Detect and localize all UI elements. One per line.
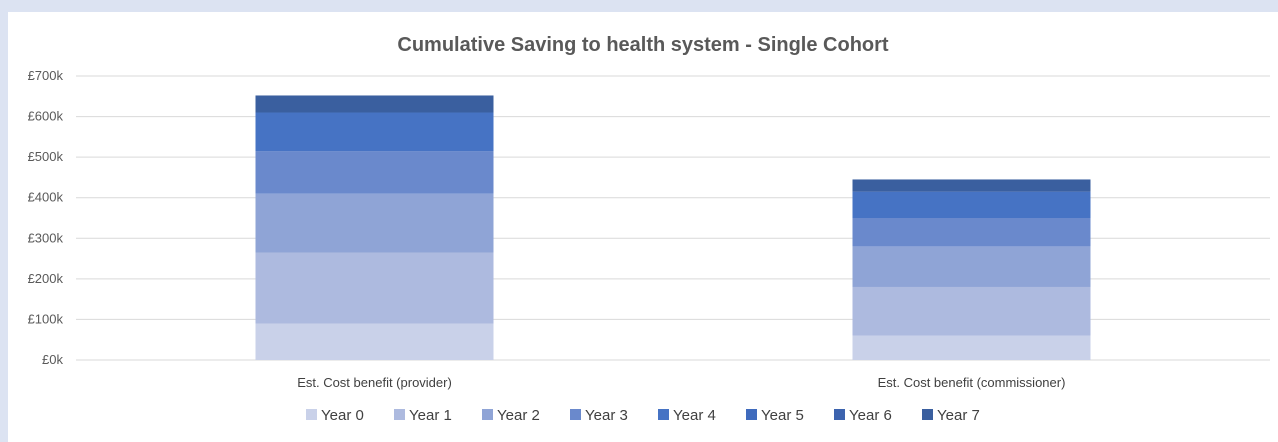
legend-label: Year 6: [849, 407, 892, 424]
x-category-label: Est. Cost benefit (provider): [297, 375, 452, 390]
bar-segment-year-2: [852, 246, 1091, 287]
legend-swatch: [658, 409, 669, 420]
bar-segment-year-3: [255, 151, 494, 194]
y-tick-label: £700k: [28, 68, 64, 83]
bar-segment-year-2: [255, 193, 494, 253]
bar-segment-year-4: [255, 112, 494, 152]
legend-swatch: [482, 409, 493, 420]
legend-swatch: [922, 409, 933, 420]
bar-segment-year-1: [255, 252, 494, 324]
bar-segment-year-3: [852, 218, 1091, 247]
legend-label: Year 0: [321, 407, 364, 424]
legend-label: Year 3: [585, 407, 628, 424]
legend-swatch: [834, 409, 845, 420]
y-tick-label: £200k: [28, 271, 64, 286]
legend-label: Year 1: [409, 407, 452, 424]
y-tick-label: £300k: [28, 230, 64, 245]
y-tick-label: £100k: [28, 311, 64, 326]
y-tick-label: £400k: [28, 190, 64, 205]
bar-segment-year-7: [255, 95, 494, 113]
bar-segment-year-0: [255, 323, 494, 360]
bar-segment-year-1: [852, 286, 1091, 336]
chart-title: Cumulative Saving to health system - Sin…: [397, 34, 889, 56]
y-axis-ticks: £0k £100k £200k £300k £400k £500k £600k £700k: [28, 68, 64, 367]
legend-swatch: [306, 409, 317, 420]
y-tick-label: £600k: [28, 109, 64, 124]
legend-swatch: [570, 409, 581, 420]
bar-segment-year-7: [852, 179, 1091, 192]
legend-label: Year 5: [761, 407, 804, 424]
y-tick-label: £0k: [42, 352, 63, 367]
legend: Year 0 Year 1 Year 2 Year 3 Year 4 Year 5 Year…: [306, 407, 980, 424]
legend-swatch: [746, 409, 757, 420]
x-category-label: Est. Cost benefit (commissioner): [878, 375, 1066, 390]
stacked-bar-chart: Cumulative Saving to health system - Sin…: [28, 34, 1270, 424]
chart-area: Cumulative Saving to health system - Sin…: [8, 12, 1278, 442]
bar-segment-year-4: [852, 191, 1091, 218]
x-axis-categories: Est. Cost benefit (provider) Est. Cost be…: [297, 375, 1065, 390]
legend-label: Year 2: [497, 407, 540, 424]
gridlines: [76, 75, 1270, 361]
legend-swatch: [394, 409, 405, 420]
legend-label: Year 4: [673, 407, 716, 424]
bar-segment-year-0: [852, 335, 1091, 360]
legend-label: Year 7: [937, 407, 980, 424]
bars: [255, 95, 1091, 360]
y-tick-label: £500k: [28, 149, 64, 164]
